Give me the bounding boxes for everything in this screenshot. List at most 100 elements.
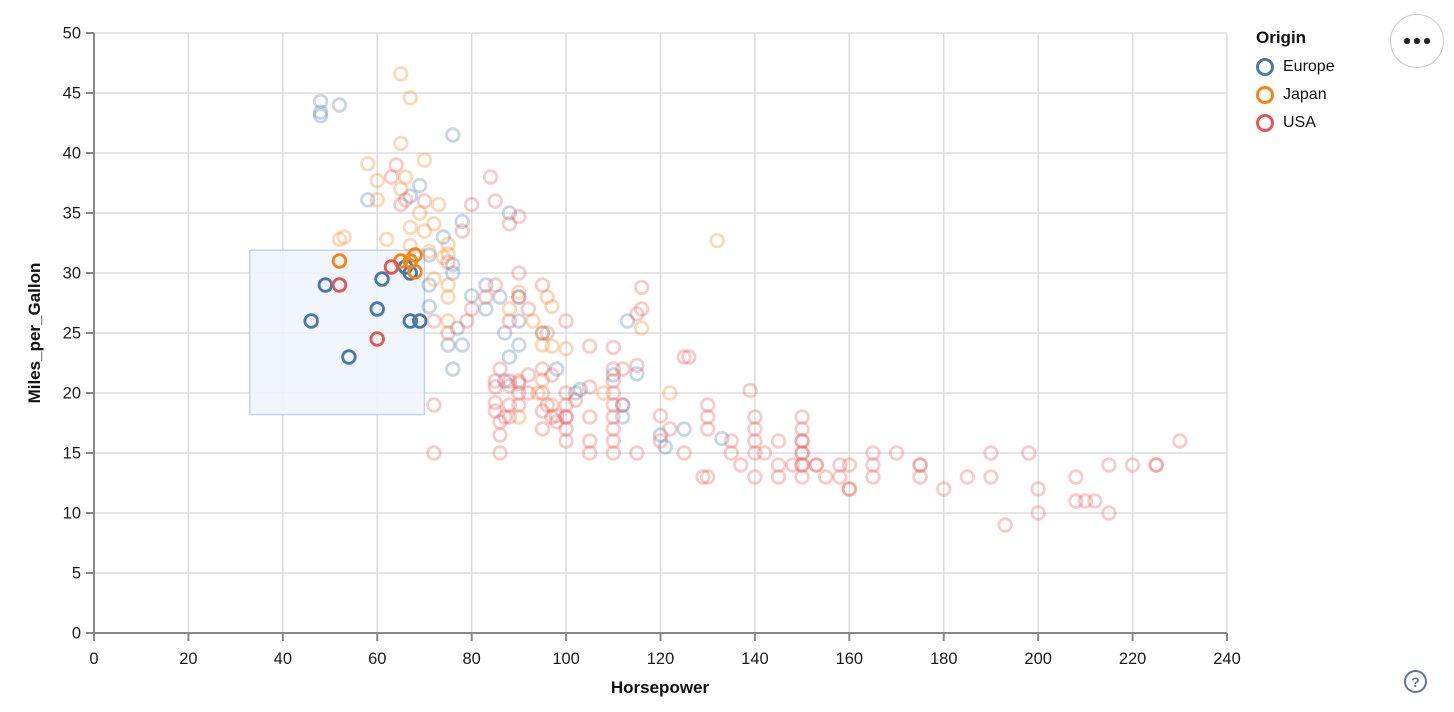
point-usa[interactable] [558, 385, 574, 401]
point-japan[interactable] [393, 181, 409, 197]
point-europe[interactable] [511, 289, 527, 305]
point-europe[interactable] [445, 265, 461, 281]
point-usa[interactable] [463, 196, 480, 213]
point-usa[interactable] [534, 421, 551, 437]
point-usa[interactable] [865, 469, 881, 485]
point-usa[interactable] [700, 421, 716, 437]
point-europe[interactable] [454, 213, 470, 230]
point-japan[interactable] [534, 325, 551, 341]
point-usa[interactable] [629, 306, 645, 322]
point-usa[interactable] [511, 375, 527, 392]
point-usa[interactable] [511, 289, 527, 305]
point-usa[interactable] [794, 457, 810, 473]
point-usa[interactable] [723, 445, 740, 461]
point-usa[interactable] [501, 373, 518, 389]
point-japan[interactable] [393, 66, 409, 82]
point-usa[interactable] [539, 397, 555, 413]
point-usa[interactable] [393, 196, 409, 213]
point-usa[interactable] [501, 378, 518, 394]
point-japan[interactable] [402, 219, 418, 236]
point-europe[interactable] [445, 256, 461, 273]
point-japan[interactable] [440, 277, 456, 293]
point-usa[interactable] [558, 397, 574, 413]
point-usa[interactable] [1030, 481, 1046, 497]
point-europe[interactable] [657, 439, 673, 455]
point-selected-japan[interactable] [331, 253, 348, 269]
point-usa[interactable] [997, 517, 1013, 533]
point-usa[interactable] [581, 445, 598, 461]
point-usa[interactable] [426, 445, 442, 461]
point-usa[interactable] [548, 408, 565, 424]
point-europe[interactable] [402, 188, 418, 204]
point-japan[interactable] [421, 243, 437, 260]
point-japan[interactable] [336, 229, 352, 245]
point-europe[interactable] [449, 320, 466, 336]
point-europe[interactable] [440, 337, 456, 353]
point-europe[interactable] [312, 104, 329, 120]
point-usa[interactable] [558, 313, 574, 329]
point-usa[interactable] [676, 445, 692, 461]
point-europe[interactable] [511, 313, 527, 329]
point-usa[interactable] [511, 265, 527, 281]
point-usa[interactable] [841, 481, 858, 497]
point-japan[interactable] [709, 232, 725, 249]
point-usa[interactable] [511, 385, 527, 401]
point-usa[interactable] [700, 469, 716, 485]
point-japan[interactable] [435, 249, 452, 266]
point-europe[interactable] [714, 430, 730, 447]
point-europe[interactable] [605, 367, 621, 383]
point-usa[interactable] [558, 433, 574, 449]
point-japan[interactable] [544, 298, 560, 315]
point-europe[interactable] [497, 373, 513, 389]
point-usa[interactable] [794, 421, 810, 437]
point-usa[interactable] [747, 421, 763, 437]
point-usa[interactable] [558, 409, 574, 425]
point-usa[interactable] [676, 349, 692, 365]
point-japan[interactable] [633, 320, 650, 336]
point-japan[interactable] [440, 246, 456, 262]
point-usa[interactable] [808, 457, 824, 473]
point-japan[interactable] [534, 337, 551, 353]
point-europe[interactable] [360, 192, 376, 208]
point-usa[interactable] [511, 373, 527, 389]
point-usa[interactable] [534, 385, 551, 401]
point-usa[interactable] [629, 445, 645, 461]
point-europe[interactable] [454, 337, 470, 353]
point-usa[interactable] [534, 361, 551, 377]
point-usa[interactable] [756, 445, 773, 461]
point-selected-japan[interactable] [407, 247, 423, 263]
point-usa[interactable] [511, 397, 527, 413]
point-usa[interactable] [605, 445, 621, 461]
point-usa[interactable] [841, 457, 858, 473]
point-usa[interactable] [567, 392, 584, 408]
point-japan[interactable] [544, 397, 560, 413]
help-button[interactable]: ? [1404, 670, 1427, 693]
point-usa[interactable] [487, 373, 503, 389]
point-usa[interactable] [487, 403, 503, 419]
point-japan[interactable] [430, 196, 447, 213]
point-usa[interactable] [397, 192, 414, 208]
point-usa[interactable] [695, 469, 711, 485]
point-usa[interactable] [492, 361, 508, 377]
point-europe[interactable] [412, 177, 428, 194]
point-japan[interactable] [397, 169, 414, 185]
point-usa[interactable] [558, 409, 574, 425]
point-usa[interactable] [539, 325, 555, 341]
point-usa[interactable] [497, 409, 513, 425]
point-selected-usa[interactable] [369, 331, 385, 347]
point-usa[interactable] [633, 279, 650, 296]
point-usa[interactable] [633, 301, 650, 317]
point-usa[interactable] [605, 339, 621, 356]
point-usa[interactable] [808, 457, 824, 473]
point-usa[interactable] [747, 469, 763, 485]
point-usa[interactable] [700, 397, 716, 413]
point-usa[interactable] [841, 481, 858, 497]
point-japan[interactable] [440, 289, 456, 305]
point-japan[interactable] [558, 340, 574, 357]
point-usa[interactable] [652, 433, 669, 449]
point-europe[interactable] [652, 427, 669, 443]
point-japan[interactable] [440, 313, 456, 329]
point-japan[interactable] [369, 192, 385, 208]
point-europe[interactable] [534, 325, 551, 341]
point-europe[interactable] [501, 349, 518, 365]
